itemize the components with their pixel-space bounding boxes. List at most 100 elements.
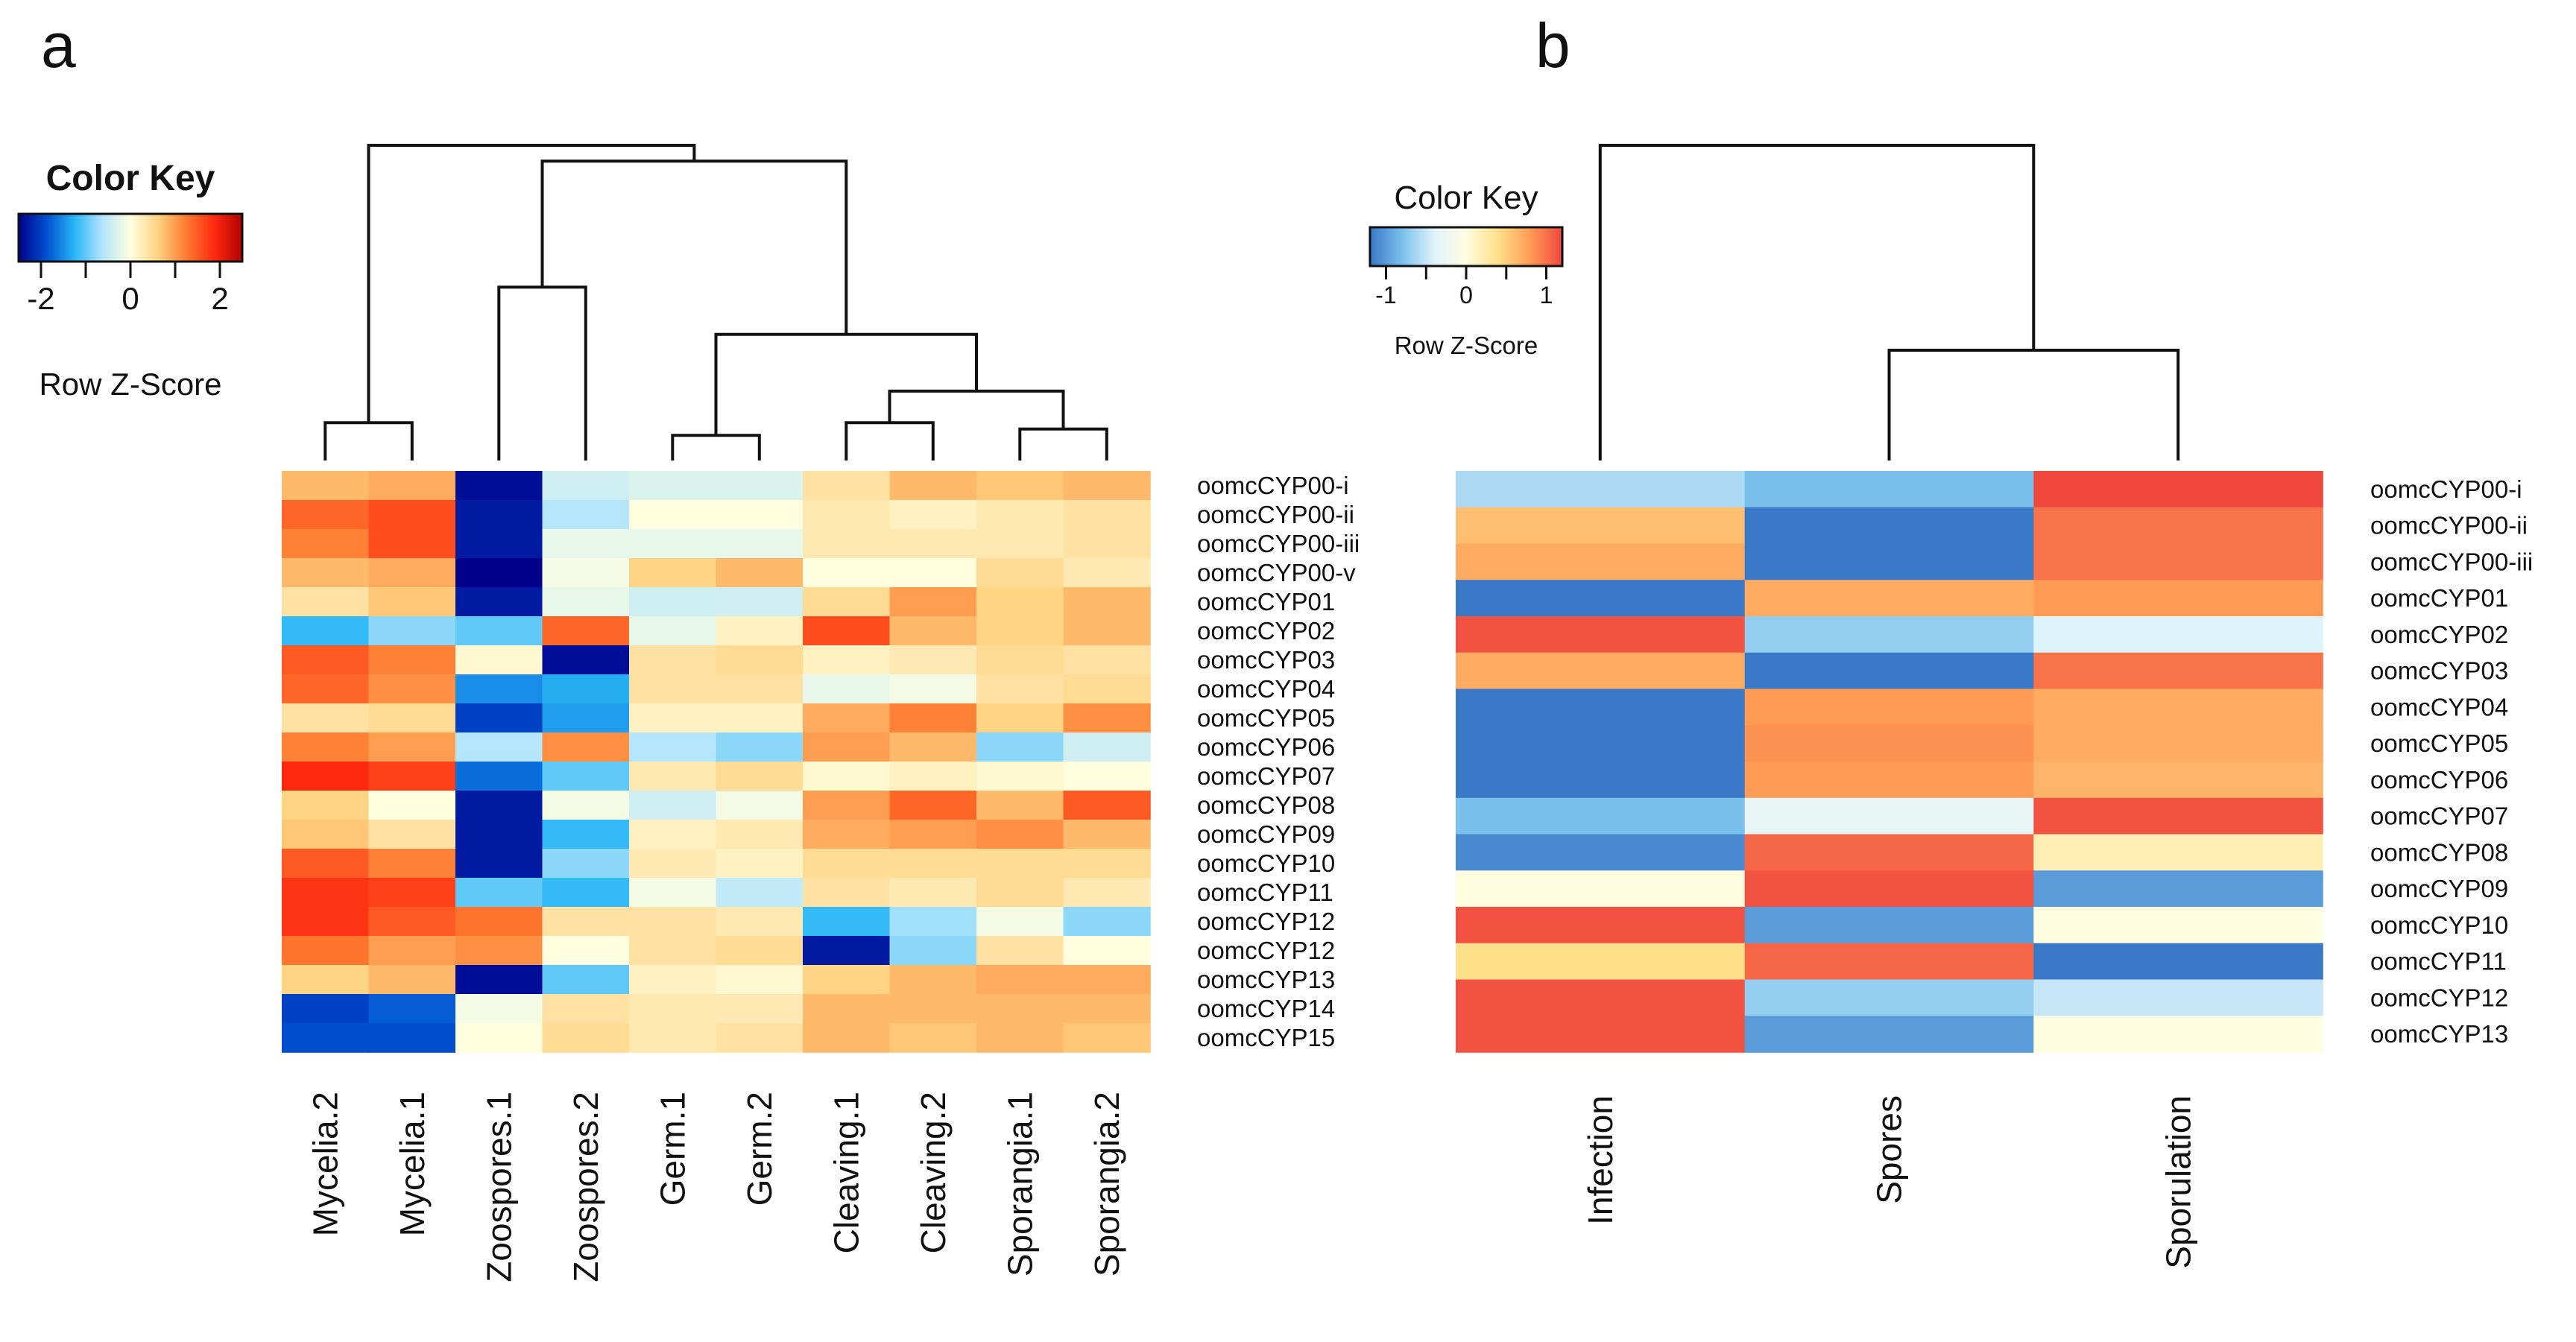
heatmap-cell (629, 936, 717, 966)
heatmap-cell (803, 907, 891, 937)
heatmap-cell (1063, 529, 1151, 559)
heatmap-cell (803, 820, 891, 849)
heatmap-cell (455, 849, 543, 879)
heatmap-cell (2033, 689, 2323, 727)
row-label: oomcCYP04 (2370, 693, 2508, 721)
heatmap-cell (629, 529, 717, 559)
column-label: Mycelia.1 (393, 1092, 432, 1236)
heatmap-cell (1744, 797, 2035, 835)
heatmap-cell (542, 762, 630, 791)
heatmap-cell (542, 965, 630, 995)
heatmap-cell (2033, 979, 2323, 1017)
heatmap-cell (976, 500, 1064, 530)
row-label: oomcCYP01 (1197, 588, 1335, 615)
heatmap-cell (2033, 834, 2323, 872)
heatmap-cell (889, 907, 977, 937)
heatmap-cell (889, 762, 977, 791)
heatmap-cell (455, 791, 543, 820)
heatmap-cell (1063, 936, 1151, 966)
color-key-a: Color Key -2 0 2 Row Z-Score (17, 159, 244, 402)
heatmap-cell (629, 471, 717, 501)
row-label: oomcCYP10 (2370, 911, 2508, 939)
heatmap-cell (976, 732, 1064, 762)
heatmap-cell (2033, 543, 2323, 581)
heatmap-cell (1744, 943, 2035, 981)
heatmap-cell (803, 994, 891, 1024)
heatmap-cell (282, 587, 370, 617)
row-label: oomcCYP12 (2370, 984, 2508, 1011)
row-label: oomcCYP08 (1197, 791, 1335, 819)
heatmap-cell (368, 471, 456, 501)
heatmap-cell (716, 558, 804, 588)
heatmap-cell (889, 791, 977, 820)
heatmap-cell (542, 878, 630, 908)
heatmap-cell (889, 849, 977, 879)
heatmap-cell (716, 616, 804, 646)
heatmap-cell (455, 587, 543, 617)
heatmap-cell (803, 558, 891, 588)
row-label: oomcCYP12 (1197, 908, 1335, 935)
heatmap-cell (455, 1023, 543, 1053)
heatmap-cell (976, 645, 1064, 675)
heatmap-cell (1456, 689, 1746, 727)
column-label: Spores (1870, 1095, 1909, 1204)
heatmap-cell (889, 994, 977, 1024)
heatmap-cell (2033, 616, 2323, 653)
heatmap-cell (1744, 979, 2035, 1017)
heatmap-cell (716, 762, 804, 791)
heatmap-cell (542, 907, 630, 937)
heatmap-cell (1744, 543, 2035, 581)
heatmap-cell (976, 471, 1064, 501)
column-label: Germ.2 (740, 1092, 779, 1206)
heatmap-cell (455, 965, 543, 995)
heatmap-cell (282, 907, 370, 937)
heatmap-cell (368, 820, 456, 849)
heatmap-cell (1063, 500, 1151, 530)
heatmap-cell (455, 936, 543, 966)
panel-a-letter: a (41, 10, 76, 80)
heatmap-cell (716, 674, 804, 704)
color-key-tick-label: 2 (211, 281, 228, 316)
heatmap-cell (542, 703, 630, 733)
heatmap-cell (2033, 762, 2323, 799)
heatmap-cell (976, 616, 1064, 646)
heatmap-cell (282, 645, 370, 675)
row-label: oomcCYP06 (2370, 766, 2508, 794)
heatmap-cell (1456, 870, 1746, 908)
heatmap-cell (455, 762, 543, 791)
heatmap-cell (542, 645, 630, 675)
heatmap-cell (1063, 820, 1151, 849)
heatmap-cell (803, 645, 891, 675)
heatmap-cell (716, 1023, 804, 1053)
column-dendrogram-b (1598, 144, 2180, 460)
heatmap-cell (629, 965, 717, 995)
heatmap-cell (716, 936, 804, 966)
heatmap-cell (1456, 616, 1746, 653)
heatmap-cell (368, 849, 456, 879)
heatmap-cell (716, 471, 804, 501)
color-key-gradient-bar (1368, 226, 1564, 268)
heatmap-cell (282, 994, 370, 1024)
column-label: Mycelia.2 (306, 1092, 344, 1236)
heatmap-cell (629, 878, 717, 908)
heatmap-cell (282, 878, 370, 908)
heatmap-cell (716, 791, 804, 820)
heatmap-cell (1456, 943, 1746, 981)
color-key-title: Color Key (46, 159, 215, 198)
heatmap-cell (455, 645, 543, 675)
heatmap-cell (976, 936, 1064, 966)
heatmap-cell (542, 820, 630, 849)
heatmap-cell (1063, 732, 1151, 762)
heatmap-cell (1744, 507, 2035, 545)
dendrogram-branch (714, 332, 978, 436)
column-label: Infection (1581, 1095, 1620, 1225)
heatmap-cell (1063, 1023, 1151, 1053)
row-label: oomcCYP00-i (2370, 475, 2522, 503)
dendrogram-branch (323, 421, 414, 460)
heatmap-cell (1744, 1016, 2035, 1053)
heatmap-cell (1456, 907, 1746, 944)
heatmap-cell (368, 529, 456, 559)
row-label: oomcCYP04 (1197, 675, 1335, 703)
heatmap-cell (629, 674, 717, 704)
